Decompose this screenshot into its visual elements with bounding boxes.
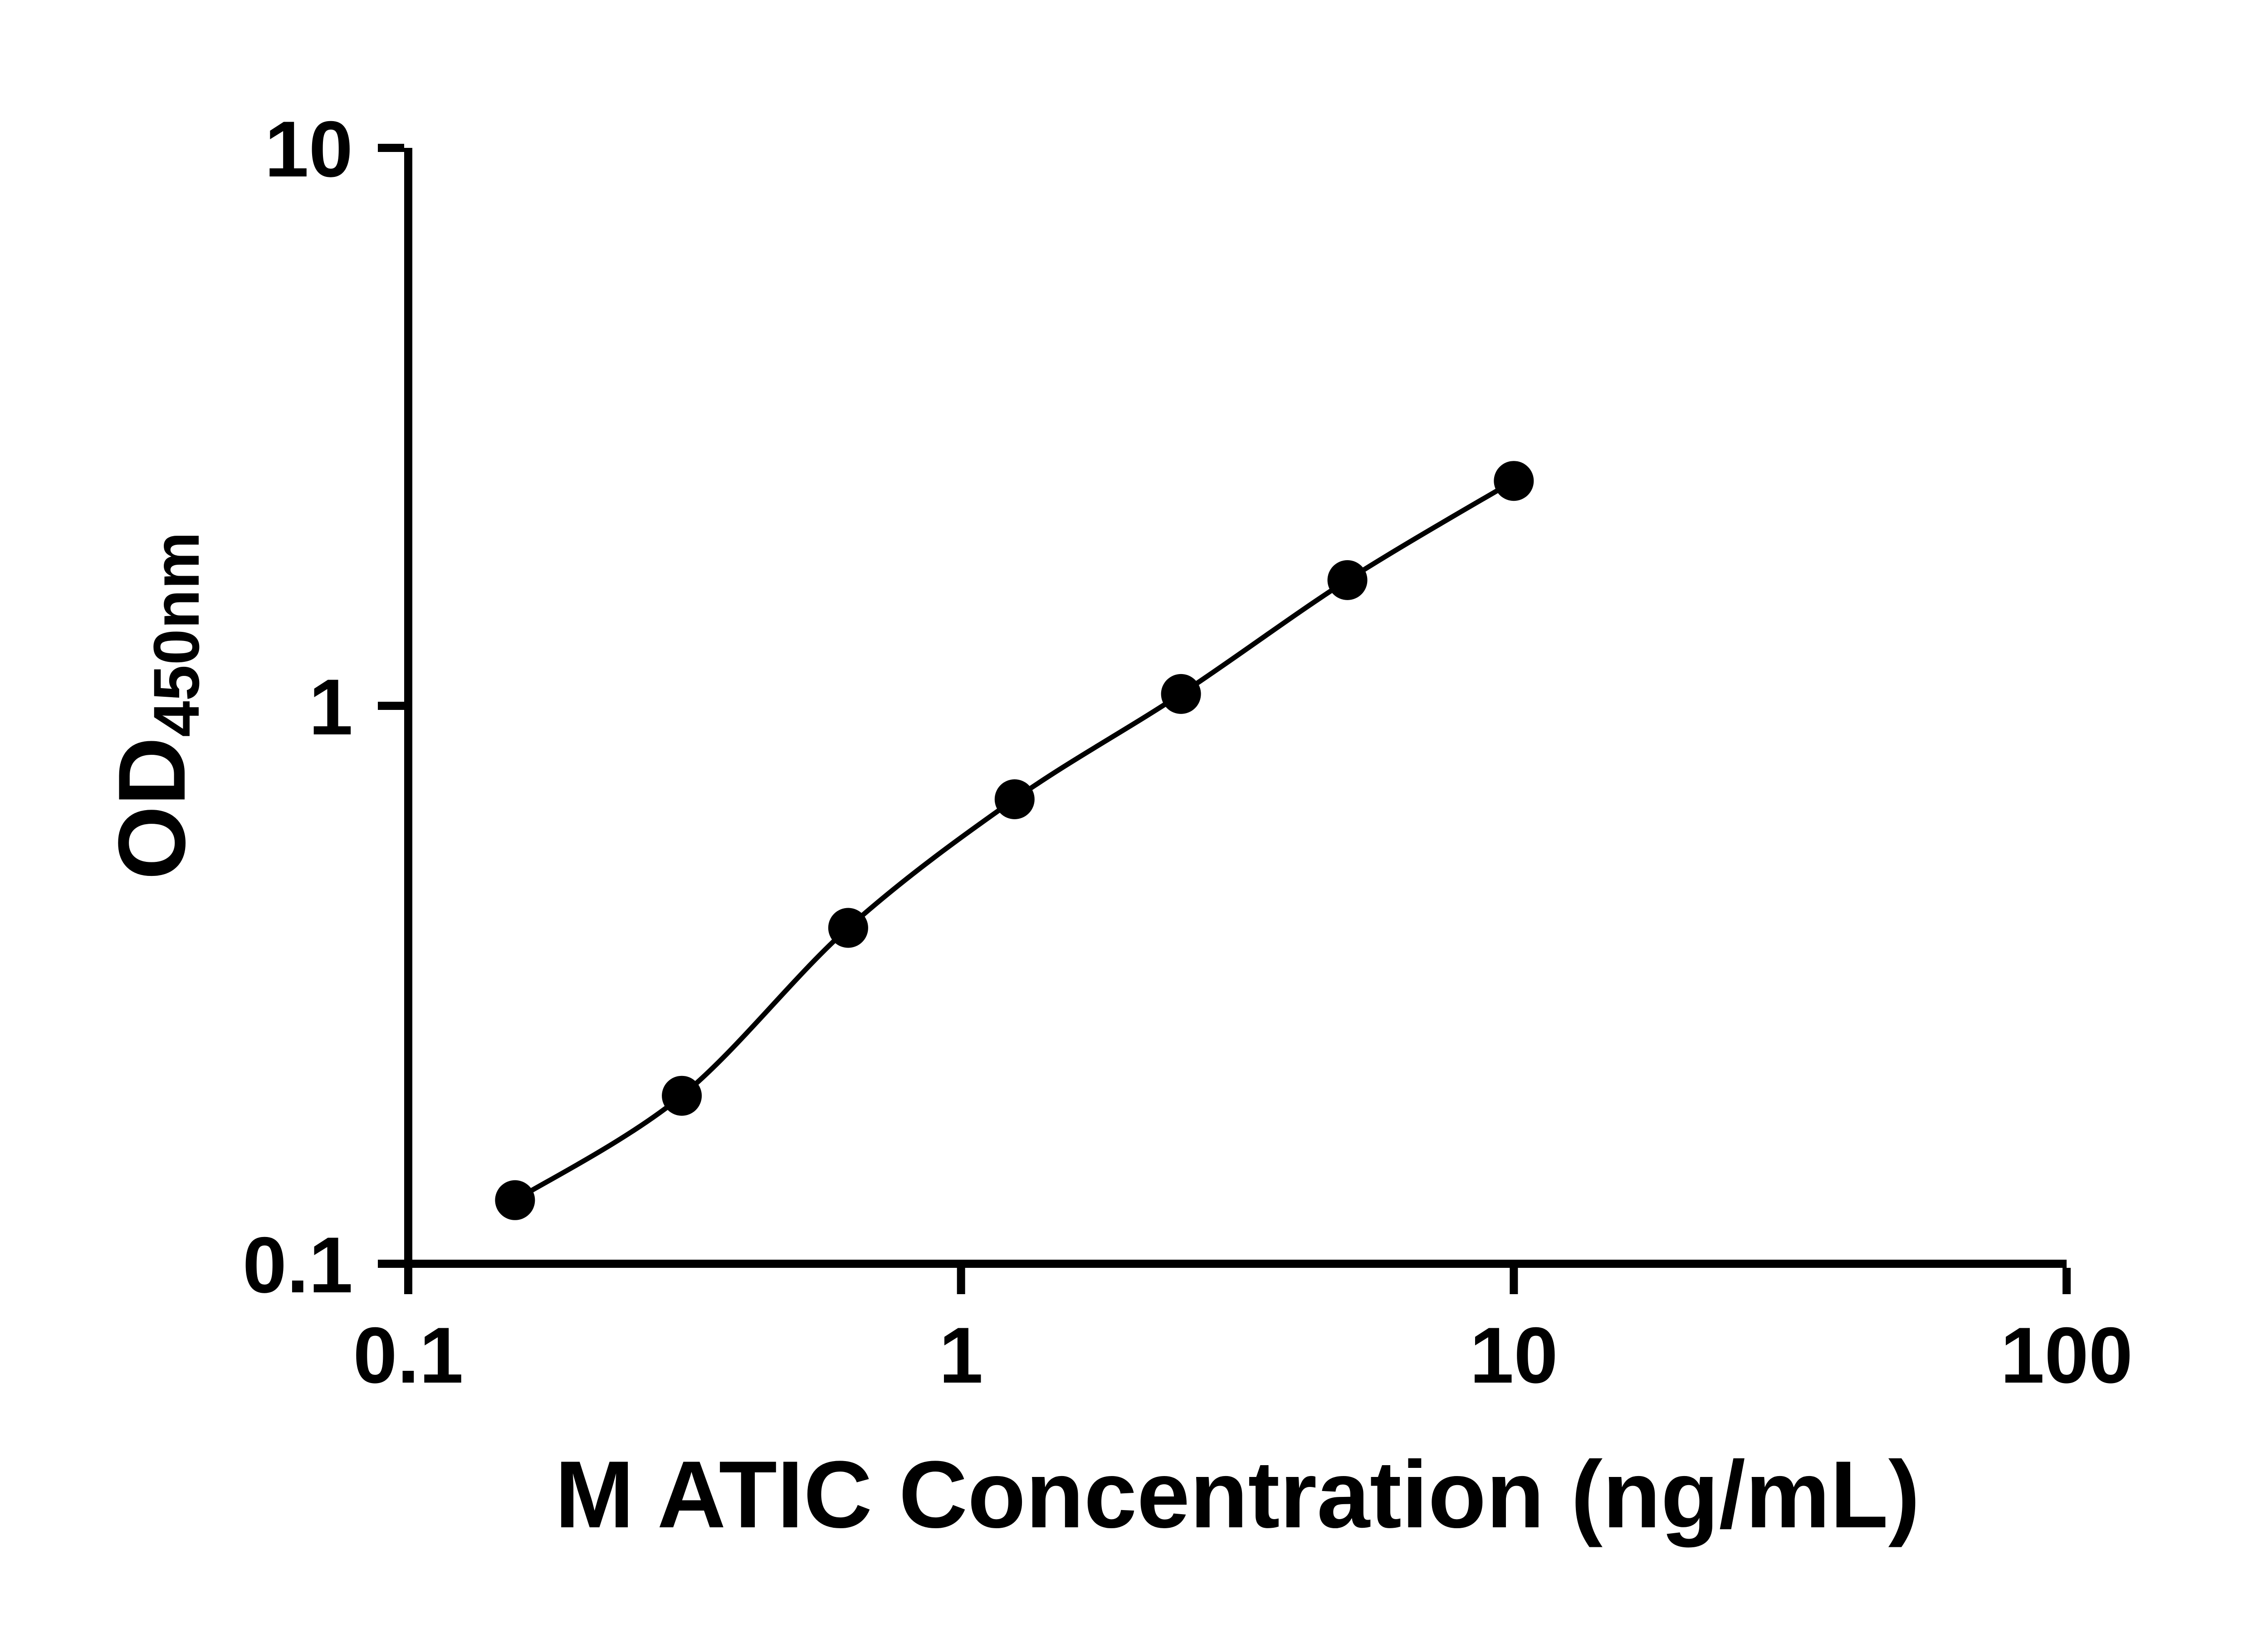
x-tick-label: 100 [2000,1311,2133,1400]
data-point [1327,560,1368,600]
data-point [1494,461,1534,501]
x-tick-label: 1 [939,1311,983,1400]
data-point [828,908,868,948]
y-axis-title-main: OD [98,737,205,880]
data-point [1161,674,1201,714]
y-tick-label: 1 [309,663,353,752]
x-tick-label: 0.1 [353,1311,463,1400]
y-tick-label: 10 [264,105,353,194]
y-axis-title-sub: 450nm [141,532,213,737]
y-axis-title: OD450nm [98,532,213,880]
x-axis-title: M ATIC Concentration (ng/mL) [555,1441,1920,1548]
data-point [994,779,1035,819]
axes [404,148,2067,1268]
x-tick-label: 10 [1470,1311,1558,1400]
data-point [495,1180,535,1220]
y-tick-label: 0.1 [243,1221,353,1310]
data-point [662,1076,702,1116]
